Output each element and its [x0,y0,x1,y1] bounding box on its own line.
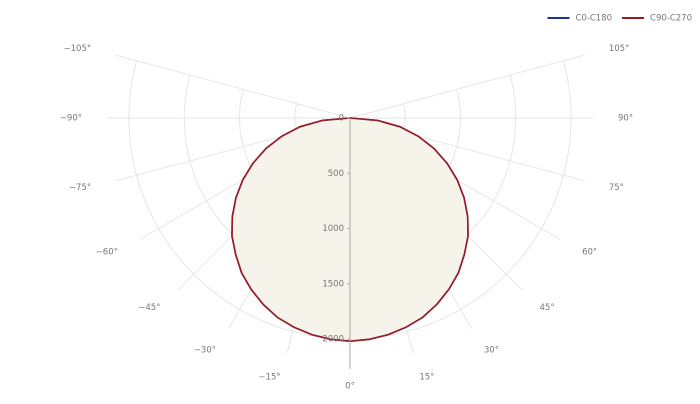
angle-label: −105° [64,44,92,54]
radial-tick-label: 0 [339,114,344,124]
angle-label: −90° [60,114,82,124]
legend-label: C90-C270 [650,14,692,24]
angle-label: 15° [419,372,434,382]
angle-label: 60° [582,248,597,258]
angle-label: 45° [540,303,555,313]
angle-label: −45° [138,303,160,313]
radial-tick-label: 1000 [322,224,344,234]
angle-label: 90° [618,114,633,124]
grid-spoke [349,54,585,119]
angle-label: 75° [609,183,624,193]
angle-label: −60° [96,248,118,258]
radial-tick-label: 2000 [322,335,344,345]
angle-label: 0° [345,382,355,392]
legend-label: C0-C180 [575,14,612,24]
angle-label: 105° [609,44,629,54]
angle-label: 30° [484,346,499,356]
grid-spoke [115,54,351,119]
legend: C90-C270 C0-C180 [547,14,692,24]
radial-tick-label: 500 [328,169,344,179]
angle-label: −15° [258,372,280,382]
radial-tick-label: 1500 [322,279,344,289]
angle-label: −30° [194,346,216,356]
angle-label: −75° [69,183,91,193]
